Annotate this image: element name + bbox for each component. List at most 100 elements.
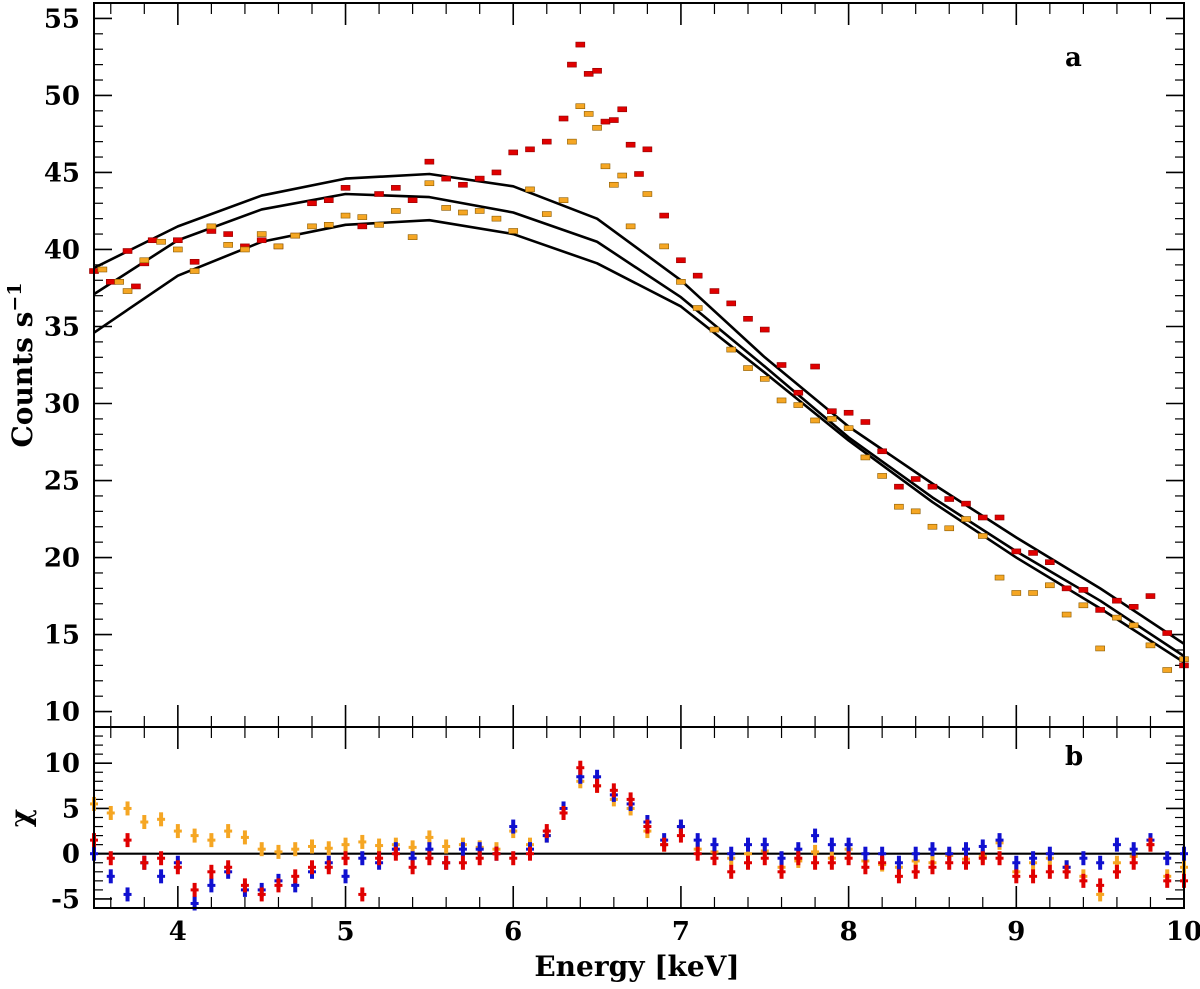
residual-point bbox=[458, 855, 467, 870]
residual-point bbox=[358, 834, 367, 849]
residual-point bbox=[911, 864, 920, 879]
data-point bbox=[860, 419, 871, 425]
residual-point bbox=[123, 801, 132, 816]
data-point bbox=[1078, 602, 1089, 609]
y-axis-title-chi: χ bbox=[4, 809, 37, 827]
panel-b-y-tick-labels: -5 0 5 10 bbox=[44, 749, 80, 915]
residual-point bbox=[1129, 855, 1138, 870]
y-tick-label: 10 bbox=[44, 749, 80, 779]
data-point bbox=[474, 208, 485, 214]
x-tick-label: 7 bbox=[672, 917, 690, 947]
x-tick-label: 4 bbox=[169, 917, 187, 947]
residual-point bbox=[626, 792, 635, 807]
data-point bbox=[541, 211, 552, 217]
residual-point bbox=[291, 869, 300, 884]
data-point bbox=[1028, 550, 1038, 556]
residual-point bbox=[308, 839, 316, 854]
data-point bbox=[676, 279, 686, 285]
residual-point bbox=[291, 842, 300, 857]
residual-point bbox=[693, 846, 702, 861]
data-point bbox=[592, 67, 602, 74]
data-point bbox=[659, 243, 669, 250]
data-point bbox=[910, 476, 921, 482]
residual-point bbox=[693, 833, 702, 848]
x-axis-title: Energy [keV] bbox=[534, 950, 739, 983]
data-point bbox=[977, 533, 988, 539]
data-point bbox=[583, 111, 594, 117]
data-point bbox=[1162, 667, 1173, 673]
residual-point bbox=[257, 887, 266, 902]
data-point bbox=[97, 266, 108, 273]
data-point bbox=[441, 175, 451, 182]
data-point bbox=[726, 300, 737, 307]
residual-point bbox=[945, 855, 954, 870]
data-point bbox=[827, 416, 837, 422]
data-point bbox=[290, 232, 301, 239]
residual-point bbox=[190, 828, 199, 843]
panel-a-model-curves bbox=[93, 172, 1185, 664]
data-point bbox=[1078, 587, 1089, 593]
x-tick-label: 9 bbox=[1007, 917, 1025, 947]
data-point bbox=[575, 103, 586, 110]
x-tick-label: 10 bbox=[1166, 917, 1200, 947]
residual-point bbox=[274, 878, 283, 893]
data-point bbox=[407, 234, 418, 240]
model-curve bbox=[93, 218, 1185, 664]
residual-point bbox=[1112, 837, 1121, 852]
data-point bbox=[441, 205, 451, 211]
data-point bbox=[1095, 645, 1105, 652]
residual-point bbox=[576, 760, 585, 775]
x-tick-labels: 4 5 6 7 8 9 10 bbox=[169, 917, 1200, 947]
residual-point bbox=[408, 860, 417, 875]
residual-point bbox=[458, 842, 467, 857]
residual-point bbox=[995, 833, 1004, 848]
data-point bbox=[458, 181, 468, 188]
residual-point bbox=[760, 837, 769, 852]
residual-point bbox=[106, 805, 115, 820]
data-point bbox=[374, 222, 384, 228]
data-point bbox=[1061, 611, 1072, 618]
data-point bbox=[743, 315, 753, 322]
data-point bbox=[709, 326, 720, 333]
residual-point bbox=[341, 837, 350, 852]
data-point bbox=[558, 115, 569, 122]
data-point bbox=[407, 197, 418, 203]
residual-point bbox=[1163, 851, 1172, 866]
y-tick-label: 45 bbox=[44, 158, 80, 188]
residual-point bbox=[157, 869, 166, 884]
residual-point bbox=[324, 860, 333, 875]
data-point bbox=[609, 181, 619, 188]
residual-point bbox=[391, 846, 400, 861]
data-point bbox=[173, 246, 183, 253]
residual-point bbox=[1079, 873, 1088, 888]
y-axis-title-counts: Counts s−1 bbox=[4, 282, 39, 447]
residual-point bbox=[1012, 869, 1021, 884]
data-point bbox=[206, 228, 217, 234]
residual-point bbox=[660, 837, 669, 852]
data-point bbox=[961, 516, 971, 522]
data-point bbox=[609, 117, 619, 123]
residual-point bbox=[978, 851, 987, 866]
y-tick-label: 40 bbox=[44, 235, 80, 265]
y-axis-title-text: Counts s bbox=[6, 312, 39, 448]
data-point bbox=[759, 326, 770, 333]
data-point bbox=[625, 141, 636, 148]
data-point bbox=[139, 257, 150, 264]
data-point bbox=[843, 409, 854, 416]
data-point bbox=[357, 223, 368, 230]
residual-point bbox=[811, 828, 820, 843]
data-point bbox=[273, 243, 284, 250]
data-point bbox=[357, 214, 368, 220]
y-axis-title-superscript: −1 bbox=[4, 282, 26, 311]
residual-point bbox=[207, 878, 216, 893]
residual-point bbox=[777, 864, 786, 879]
residual-point bbox=[861, 846, 870, 861]
residual-point bbox=[140, 855, 149, 870]
data-point bbox=[189, 258, 200, 265]
data-point bbox=[391, 185, 401, 191]
residual-point bbox=[559, 805, 568, 820]
panel-a-label: a bbox=[1065, 43, 1082, 73]
residual-point bbox=[123, 887, 132, 902]
data-point bbox=[600, 163, 611, 170]
data-point bbox=[600, 118, 611, 125]
